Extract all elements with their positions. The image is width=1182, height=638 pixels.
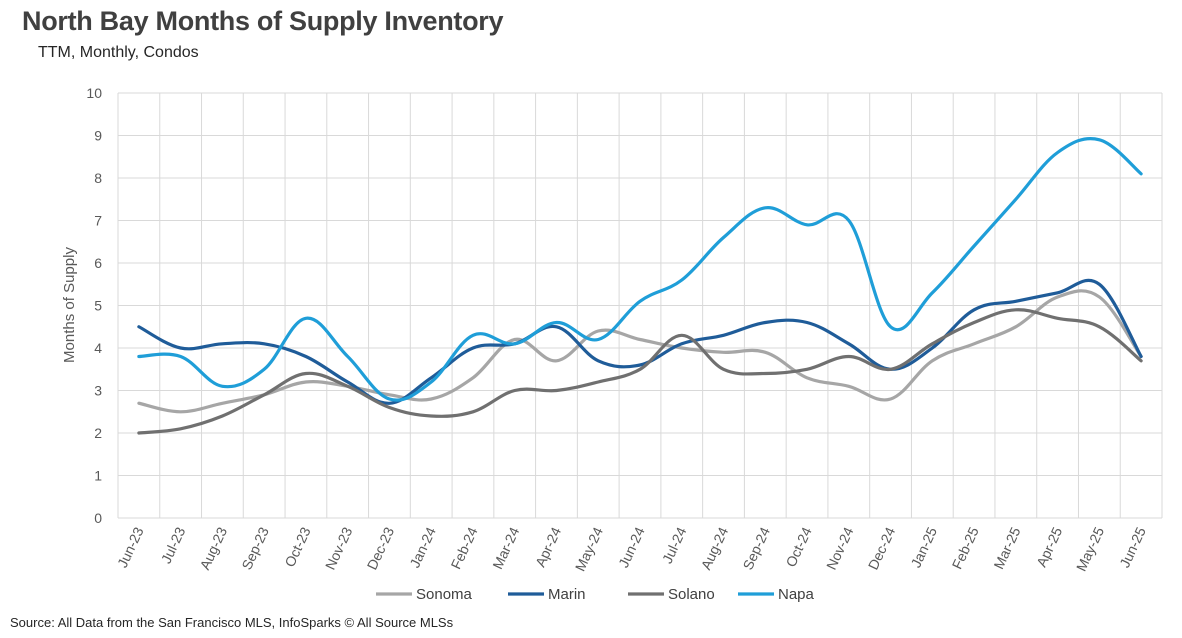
x-tick-label: Mar-24 <box>489 524 522 571</box>
y-tick-label: 3 <box>94 383 102 399</box>
legend-label-solano: Solano <box>668 586 715 603</box>
x-tick-label: Apr-24 <box>532 524 564 569</box>
x-tick-label: Oct-24 <box>783 524 815 569</box>
source-note: Source: All Data from the San Francisco … <box>10 615 454 630</box>
series-line-napa <box>137 137 1143 402</box>
x-tick-label: Sep-24 <box>739 524 773 572</box>
gridlines <box>117 92 1163 519</box>
x-tick-label: May-25 <box>1073 524 1107 573</box>
x-tick-label: Aug-23 <box>197 524 231 572</box>
legend: Sonoma Marin Solano Napa <box>376 586 815 603</box>
x-tick-label: Jan-25 <box>907 524 940 570</box>
x-tick-label: Feb-25 <box>949 524 982 571</box>
y-tick-label: 9 <box>94 128 102 144</box>
x-tick-label: Jul-23 <box>158 524 189 566</box>
y-tick-label: 10 <box>86 85 102 101</box>
x-tick-label: Jun-23 <box>114 524 147 570</box>
y-tick-label: 5 <box>94 298 102 314</box>
y-tick-label: 8 <box>94 170 102 186</box>
y-tick-label: 2 <box>94 425 102 441</box>
x-tick-label: Jun-25 <box>1116 524 1149 570</box>
y-tick-label: 7 <box>94 213 102 229</box>
x-tick-label: Nov-23 <box>322 524 356 572</box>
x-tick-label: Aug-24 <box>698 524 732 572</box>
x-tick-label: Feb-24 <box>447 524 480 571</box>
x-tick-label: Jul-24 <box>659 524 690 566</box>
x-tick-label: Jun-24 <box>615 524 648 570</box>
x-tick-label: May-24 <box>572 524 606 573</box>
x-tick-label: Dec-23 <box>364 524 398 572</box>
legend-label-sonoma: Sonoma <box>416 586 473 603</box>
x-tick-label: Mar-25 <box>990 524 1023 571</box>
chart-title: North Bay Months of Supply Inventory <box>22 6 504 36</box>
y-tick-label: 4 <box>94 340 102 356</box>
x-tick-label: Dec-24 <box>865 524 899 572</box>
x-axis-ticks: Jun-23 Jul-23 Aug-23 Sep-23 Oct-23 Nov-23 Dec-… <box>114 524 1149 573</box>
x-tick-label: Oct-23 <box>281 524 313 569</box>
series-lines <box>137 137 1143 435</box>
line-chart: 0 1 2 3 4 5 6 7 8 9 10 Jun-23 Jul-23 Aug-23 Sep-23 Oct… <box>61 85 1163 603</box>
x-tick-label: Jan-24 <box>406 524 439 570</box>
legend-label-marin: Marin <box>548 586 586 603</box>
y-tick-label: 6 <box>94 255 102 271</box>
x-tick-label: Sep-23 <box>238 524 272 572</box>
legend-label-napa: Napa <box>778 586 815 603</box>
y-axis-ticks: 0 1 2 3 4 5 6 7 8 9 10 <box>86 85 102 526</box>
y-axis-label: Months of Supply <box>61 247 78 363</box>
y-tick-label: 0 <box>94 510 102 526</box>
series-line-marin <box>137 278 1143 405</box>
series-line-solano <box>137 308 1143 435</box>
series-line-sonoma <box>137 289 1143 414</box>
x-tick-label: Apr-25 <box>1033 524 1065 569</box>
y-tick-label: 1 <box>94 468 102 484</box>
x-tick-label: Nov-24 <box>823 524 857 572</box>
chart-subtitle: TTM, Monthly, Condos <box>38 44 199 61</box>
